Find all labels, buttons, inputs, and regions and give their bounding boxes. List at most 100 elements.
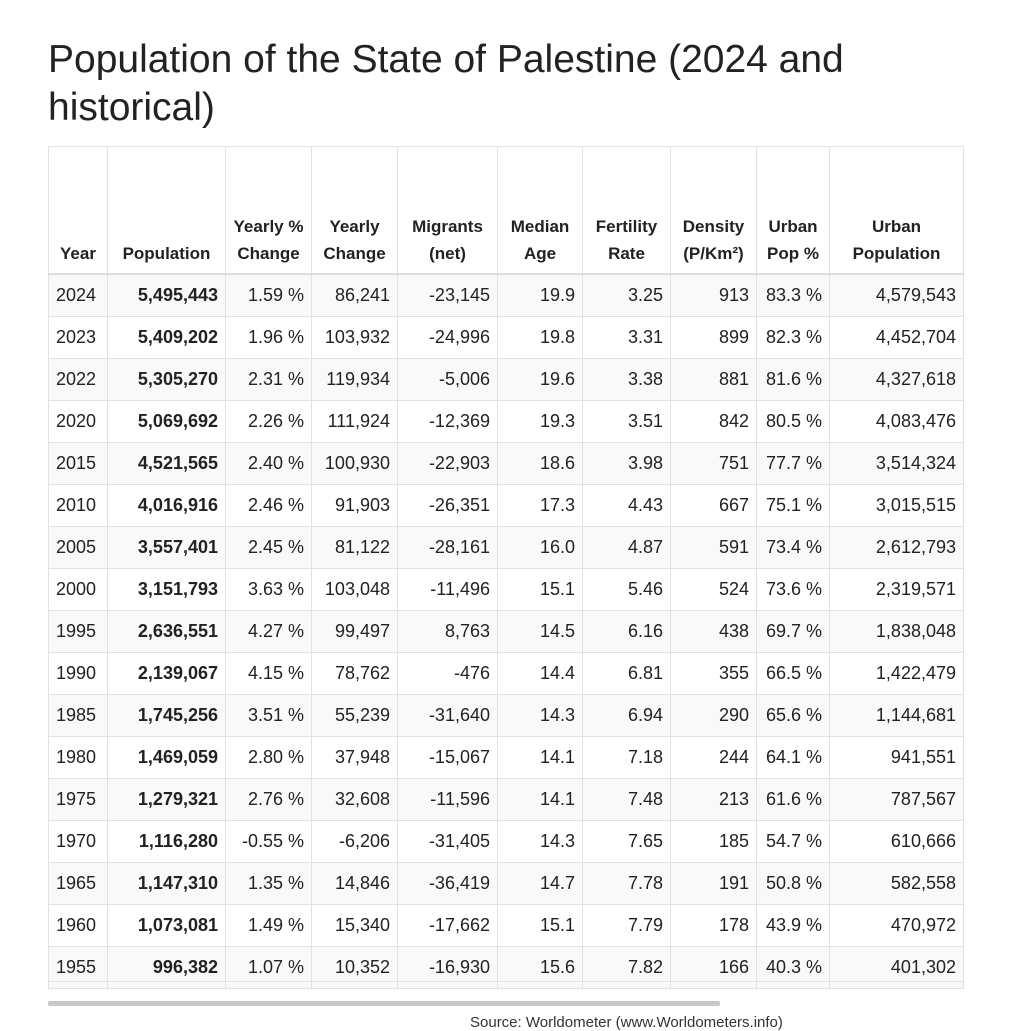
- table-cell: 941,551: [829, 736, 964, 779]
- table-cell: 91,903: [311, 484, 398, 527]
- table-cell: 65.6 %: [756, 694, 830, 737]
- table-cell: 355: [670, 652, 757, 695]
- table-cell: -12,369: [397, 400, 498, 443]
- table-cell: -36,419: [397, 862, 498, 905]
- table-cell: 4,016,916: [107, 484, 226, 527]
- table-cell: 1955: [48, 946, 108, 989]
- table-cell: 50.8 %: [756, 862, 830, 905]
- table-cell: 1,073,081: [107, 904, 226, 947]
- table-cell: -0.55 %: [225, 820, 312, 863]
- table-cell: 166: [670, 946, 757, 989]
- table-cell: 10,352: [311, 946, 398, 989]
- table-cell: 86,241: [311, 273, 398, 317]
- table-cell: 83.3 %: [756, 273, 830, 317]
- table-body: 2024 5,495,443 1.59 % 86,241 -23,145 19.9 3.25…: [48, 273, 964, 989]
- table-cell: 6.16: [582, 610, 671, 653]
- table-cell: 4,579,543: [829, 273, 964, 317]
- table-cell: 5,409,202: [107, 316, 226, 359]
- table-cell: 5,305,270: [107, 358, 226, 401]
- table-cell: 64.1 %: [756, 736, 830, 779]
- table-cell: 2.80 %: [225, 736, 312, 779]
- table-cell: 2,612,793: [829, 526, 964, 569]
- table-cell: 582,558: [829, 862, 964, 905]
- table-cell: 15.6: [497, 946, 583, 989]
- table-cell: 14.4: [497, 652, 583, 695]
- table-cell: -28,161: [397, 526, 498, 569]
- column-header: Density (P/Km²): [670, 146, 757, 275]
- table-cell: 3.38: [582, 358, 671, 401]
- table-cell: 3.31: [582, 316, 671, 359]
- table-cell: 14.5: [497, 610, 583, 653]
- table-cell: 2015: [48, 442, 108, 485]
- table-row: 1965 1,147,310 1.35 % 14,846 -36,419 14.7 7.78…: [48, 862, 964, 905]
- table-cell: 3.51 %: [225, 694, 312, 737]
- table-cell: 913: [670, 273, 757, 317]
- scrollbar[interactable]: [48, 1001, 720, 1006]
- table-cell: 73.4 %: [756, 526, 830, 569]
- table-row: 2022 5,305,270 2.31 % 119,934 -5,006 19.6 3.38…: [48, 358, 964, 401]
- table-row: 2010 4,016,916 2.46 % 91,903 -26,351 17.3 4.43…: [48, 484, 964, 527]
- table-row: 1980 1,469,059 2.80 % 37,948 -15,067 14.1 7.18…: [48, 736, 964, 779]
- table-cell: 1,116,280: [107, 820, 226, 863]
- table-row: 2024 5,495,443 1.59 % 86,241 -23,145 19.9 3.25…: [48, 273, 964, 317]
- table-cell: -16,930: [397, 946, 498, 989]
- table-cell: 438: [670, 610, 757, 653]
- table-row: 2015 4,521,565 2.40 % 100,930 -22,903 18.6 3.9…: [48, 442, 964, 485]
- header-row: Year Population Yearly % Change Yearly Chan…: [48, 146, 964, 275]
- table-cell: 2.26 %: [225, 400, 312, 443]
- column-header: Urban Population: [829, 146, 964, 275]
- table-cell: 103,932: [311, 316, 398, 359]
- table-cell: 1970: [48, 820, 108, 863]
- table-cell: 842: [670, 400, 757, 443]
- table-row: 1975 1,279,321 2.76 % 32,608 -11,596 14.1 7.48…: [48, 778, 964, 821]
- table-cell: -31,405: [397, 820, 498, 863]
- table-cell: 32,608: [311, 778, 398, 821]
- table-cell: 8,763: [397, 610, 498, 653]
- table-cell: 4.43: [582, 484, 671, 527]
- column-header: Yearly % Change: [225, 146, 312, 275]
- table-cell: 2023: [48, 316, 108, 359]
- table-cell: 7.78: [582, 862, 671, 905]
- table-cell: 14.1: [497, 778, 583, 821]
- table-cell: 213: [670, 778, 757, 821]
- table-cell: 4.15 %: [225, 652, 312, 695]
- table-cell: 2020: [48, 400, 108, 443]
- table-cell: 2010: [48, 484, 108, 527]
- table-cell: 3.98: [582, 442, 671, 485]
- table-cell: 610,666: [829, 820, 964, 863]
- table-cell: 81,122: [311, 526, 398, 569]
- table-cell: 2005: [48, 526, 108, 569]
- table-cell: 1,838,048: [829, 610, 964, 653]
- table-row: 1960 1,073,081 1.49 % 15,340 -17,662 15.1 7.79…: [48, 904, 964, 947]
- table-border: [48, 981, 963, 982]
- table-cell: 470,972: [829, 904, 964, 947]
- table-cell: -24,996: [397, 316, 498, 359]
- table-cell: -26,351: [397, 484, 498, 527]
- table-row: 2005 3,557,401 2.45 % 81,122 -28,161 16.0 4.87…: [48, 526, 964, 569]
- table-cell: 185: [670, 820, 757, 863]
- table-cell: 19.6: [497, 358, 583, 401]
- table-cell: 3.51: [582, 400, 671, 443]
- table-cell: 80.5 %: [756, 400, 830, 443]
- table-cell: 100,930: [311, 442, 398, 485]
- population-table: Year Population Yearly % Change Yearly Chan…: [48, 146, 964, 989]
- table-cell: 2024: [48, 273, 108, 317]
- table-cell: 1,422,479: [829, 652, 964, 695]
- table-cell: 3,151,793: [107, 568, 226, 611]
- table-cell: 14.7: [497, 862, 583, 905]
- table-cell: -5,006: [397, 358, 498, 401]
- table-cell: 73.6 %: [756, 568, 830, 611]
- column-header: Migrants (net): [397, 146, 498, 275]
- column-header: Population: [107, 146, 226, 275]
- table-cell: -23,145: [397, 273, 498, 317]
- table-cell: 61.6 %: [756, 778, 830, 821]
- table-cell: 99,497: [311, 610, 398, 653]
- table-cell: 591: [670, 526, 757, 569]
- table-row: 2020 5,069,692 2.26 % 111,924 -12,369 19.3 3.5…: [48, 400, 964, 443]
- table-cell: 43.9 %: [756, 904, 830, 947]
- table-cell: 2.76 %: [225, 778, 312, 821]
- column-header: Year: [48, 146, 108, 275]
- table-cell: 1975: [48, 778, 108, 821]
- table-cell: 3,015,515: [829, 484, 964, 527]
- table-cell: 1985: [48, 694, 108, 737]
